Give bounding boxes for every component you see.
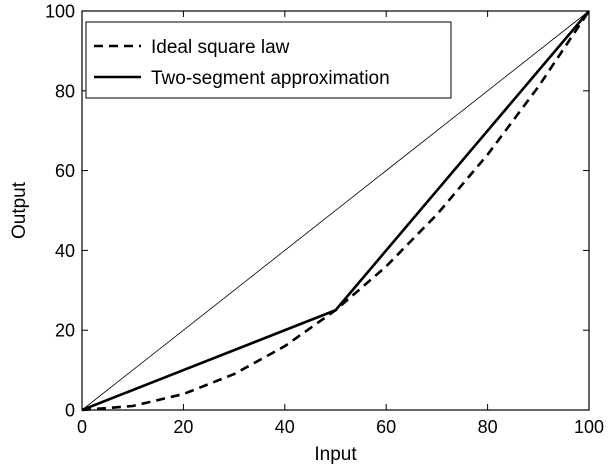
- legend: Ideal square law Two-segment approximati…: [85, 21, 452, 99]
- x-tick-label: 0: [77, 417, 87, 437]
- x-tick-label: 80: [478, 417, 498, 437]
- x-tick-label: 20: [173, 417, 193, 437]
- y-tick-label: 80: [55, 81, 75, 101]
- series-line-1: [81, 10, 590, 412]
- x-tick-label: 60: [376, 417, 396, 437]
- x-tick-label: 100: [574, 417, 604, 437]
- legend-label-two-segment-approximation: Two-segment approximation: [151, 68, 390, 89]
- x-tick-label: 40: [275, 417, 295, 437]
- y-tick-label: 40: [55, 241, 75, 261]
- ticks-layer: 0 20 40 60 80 100 0 20 40 60 80 100: [45, 2, 604, 438]
- series-line-2: [81, 10, 590, 411]
- legend-box: [85, 21, 452, 99]
- y-axis-label: Output: [9, 181, 30, 239]
- data-layer: [81, 10, 591, 412]
- plot-frame: [81, 10, 590, 411]
- legend-label-ideal-square-law: Ideal square law: [151, 37, 290, 58]
- y-tick-label: 100: [45, 2, 75, 22]
- y-tick-label: 60: [55, 161, 75, 181]
- y-tick-label: 0: [65, 401, 75, 421]
- x-axis-label: Input: [314, 444, 357, 465]
- y-tick-label: 20: [55, 321, 75, 341]
